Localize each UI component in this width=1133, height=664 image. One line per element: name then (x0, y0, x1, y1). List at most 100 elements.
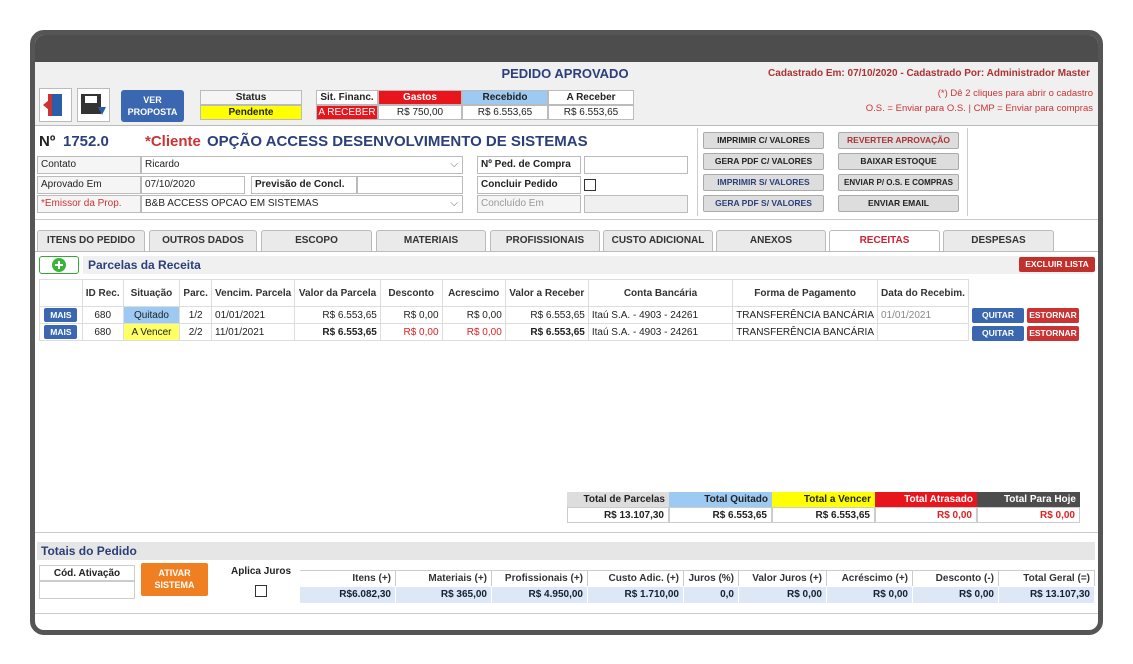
gastos-value: R$ 750,00 (378, 105, 462, 120)
due-date-cell: 11/01/2021 (211, 323, 296, 341)
receitas-table: ID Rec. Situação Parc. Vencim. Parcela V… (39, 279, 969, 341)
total-installments-value: R$ 13.107,30 (567, 507, 669, 523)
situation-badge: A Vencer (122, 323, 181, 341)
recebido-label: Recebido (462, 90, 548, 105)
column-header: Parc. (179, 279, 213, 307)
settle-button[interactable]: QUITAR (972, 326, 1024, 341)
parc-cell: 1/2 (179, 306, 213, 324)
save-button[interactable] (77, 88, 110, 122)
issuer-value: B&B ACCESS OPCAO EM SISTEMAS (145, 198, 319, 209)
receivable-cell: R$ 6.553,65 (504, 323, 589, 341)
totals-grid-border (300, 570, 1095, 571)
print-without-values-button[interactable]: IMPRIMIR S/ VALORES (703, 174, 824, 191)
grand-total-value: R$ 13.107,30 (999, 587, 1095, 603)
approved-date-field[interactable]: 07/10/2020 (141, 176, 245, 194)
bank-cell: Itaú S.A. - 4903 - 24261 (587, 323, 734, 341)
activation-code-label: Cód. Ativação (39, 565, 135, 581)
divider (35, 219, 1098, 220)
received-date-cell (877, 323, 969, 341)
addition-total-value: R$ 0,00 (827, 587, 913, 603)
apply-interest-label: Aplica Juros (230, 566, 292, 577)
client-label[interactable]: *Cliente (145, 133, 201, 150)
addition-total-label: Acréscimo (+) (827, 571, 913, 586)
total-today-value: R$ 0,00 (977, 507, 1080, 523)
exit-door-icon (43, 94, 62, 116)
table-row: MAIS 680 Quitado 1/2 01/01/2021 R$ 6.553… (39, 306, 969, 324)
interest-value-label: Valor Juros (+) (739, 571, 827, 586)
pdf-without-values-button[interactable]: GERA PDF S/ VALORES (703, 195, 824, 212)
additional-cost-value: R$ 1.710,00 (588, 587, 684, 603)
approved-label: Aprovado Em (37, 176, 141, 194)
concluded-date-field[interactable] (584, 195, 688, 213)
tab-anexos[interactable]: ANEXOS (716, 230, 826, 251)
activate-system-button[interactable]: ATIVAR SISTEMA (141, 563, 208, 596)
view-proposal-button[interactable]: VER PROPOSTA (121, 90, 184, 122)
hint-text-2: O.S. = Enviar para O.S. | CMP = Enviar p… (865, 103, 1093, 114)
reverse-button[interactable]: ESTORNAR (1027, 326, 1079, 341)
page-title: PEDIDO APROVADO (501, 66, 629, 81)
addition-cell: R$ 0,00 (441, 306, 506, 324)
exit-button[interactable] (39, 88, 72, 122)
grand-total-label: Total Geral (=) (999, 571, 1095, 586)
tab-baseline (35, 251, 1098, 252)
total-settled-label: Total Quitado (669, 492, 772, 507)
tab-outros-dados[interactable]: OUTROS DADOS (149, 230, 257, 251)
title-bar (35, 35, 1098, 62)
discount-cell: R$ 0,00 (379, 323, 443, 341)
lower-stock-button[interactable]: BAIXAR ESTOQUE (838, 153, 959, 170)
payment-method-cell: TRANSFERÊNCIA BANCÁRIA (732, 323, 878, 341)
discount-total-label: Desconto (-) (913, 571, 999, 586)
divider (35, 613, 1098, 614)
column-header: ID Rec. (81, 279, 124, 307)
interest-value: R$ 0,00 (739, 587, 827, 603)
divider (35, 532, 1098, 533)
contact-select[interactable]: Ricardo ⌵ (141, 156, 463, 174)
id-cell: 680 (81, 323, 124, 341)
activation-code-field[interactable] (39, 581, 135, 599)
column-header: Desconto (379, 279, 443, 307)
pdf-with-values-button[interactable]: GERA PDF C/ VALORES (703, 153, 824, 170)
add-button[interactable] (39, 256, 79, 274)
sit-financ-label: Sit. Financ. (316, 90, 378, 105)
conclude-checkbox[interactable] (584, 179, 596, 191)
forecast-date-field[interactable] (357, 176, 463, 194)
revert-approval-button[interactable]: REVERTER APROVAÇÃO (838, 132, 959, 149)
tab-receitas[interactable]: RECEITAS (829, 230, 940, 252)
items-total-label: Itens (+) (300, 571, 396, 586)
tab-materiais[interactable]: MATERIAIS (376, 230, 486, 251)
settle-button[interactable]: QUITAR (972, 308, 1024, 323)
tab-despesas[interactable]: DESPESAS (943, 230, 1054, 251)
tab-escopo[interactable]: ESCOPO (261, 230, 372, 251)
tab-profissionais[interactable]: PROFISSIONAIS (490, 230, 600, 251)
a-receber-value: R$ 6.553,65 (548, 105, 634, 120)
issuer-select[interactable]: B&B ACCESS OPCAO EM SISTEMAS ⌵ (141, 195, 463, 213)
situation-badge: Quitado (122, 306, 181, 324)
more-button[interactable]: MAIS (44, 308, 78, 322)
column-header (39, 279, 83, 307)
sit-financ-badge: A RECEBER (316, 105, 378, 120)
discount-cell: R$ 0,00 (379, 306, 443, 324)
reverse-button[interactable]: ESTORNAR (1027, 308, 1079, 323)
professionals-total-label: Profissionais (+) (492, 571, 588, 586)
tab-custo-adicional[interactable]: CUSTO ADICIONAL (603, 230, 713, 251)
table-row: MAIS 680 A Vencer 2/2 11/01/2021 R$ 6.55… (39, 323, 969, 341)
materials-total-value: R$ 365,00 (396, 587, 492, 603)
column-header: Situação (122, 279, 181, 307)
section-header-bar (83, 256, 1093, 274)
issuer-label: *Emissor da Prop. (37, 195, 141, 213)
order-number-label: Nº (39, 133, 56, 150)
divider (967, 128, 968, 216)
totals-header-bar (37, 542, 1095, 560)
send-email-button[interactable]: ENVIAR EMAIL (838, 195, 959, 212)
contact-value: Ricardo (145, 159, 180, 170)
materials-total-label: Materiais (+) (396, 571, 492, 586)
more-button[interactable]: MAIS (44, 325, 78, 339)
apply-interest-checkbox[interactable] (255, 585, 267, 597)
print-with-values-button[interactable]: IMPRIMIR C/ VALORES (703, 132, 824, 149)
purchase-order-field[interactable] (584, 156, 688, 174)
send-os-button[interactable]: ENVIAR P/ O.S. E COMPRAS (838, 174, 959, 191)
delete-list-button[interactable]: EXCLUIR LISTA (1019, 257, 1095, 272)
total-settled-value: R$ 6.553,65 (669, 507, 772, 523)
tab-itens[interactable]: ITENS DO PEDIDO (37, 230, 145, 251)
client-name[interactable]: OPÇÃO ACCESS DESENVOLVIMENTO DE SISTEMAS (207, 133, 588, 150)
